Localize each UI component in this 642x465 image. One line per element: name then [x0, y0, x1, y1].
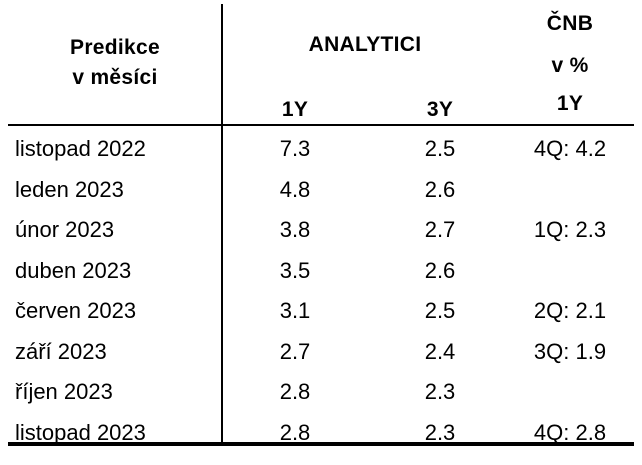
row-period: duben 2023	[15, 257, 132, 283]
row-period: listopad 2022	[15, 136, 146, 161]
header-3y: 3Y	[426, 98, 454, 121]
row-value-1y: 3.1	[279, 298, 311, 323]
row-period: leden 2023	[15, 176, 124, 202]
header-1y: 1Y	[281, 98, 309, 121]
row-value-3y: 2.7	[424, 217, 456, 242]
header-period-line2: v měsíci	[72, 66, 158, 89]
row-value-1y: 3.8	[279, 217, 311, 242]
row-value-3y: 2.3	[424, 379, 456, 404]
row-value-3y: 2.4	[424, 338, 456, 364]
header-cnb-line2: v %	[551, 54, 589, 77]
row-period: listopad 2023	[15, 419, 146, 445]
row-value-cnb: 2Q: 2.1	[533, 298, 607, 323]
row-value-cnb: 1Q: 2.3	[533, 217, 607, 242]
row-period: únor 2023	[15, 217, 115, 242]
row-value-cnb: 3Q: 1.9	[533, 338, 607, 364]
header-cnb-line1: ČNB	[546, 12, 594, 35]
row-value-3y: 2.6	[424, 176, 456, 202]
header-cnb-line3: 1Y	[556, 92, 584, 115]
row-value-cnb: 4Q: 2.8	[533, 419, 607, 445]
header-divider	[8, 124, 634, 126]
row-value-1y: 7.3	[279, 136, 311, 161]
row-value-3y: 2.5	[424, 136, 456, 161]
row-period: září 2023	[15, 338, 107, 364]
vertical-divider	[221, 4, 223, 446]
row-value-1y: 2.7	[279, 338, 311, 364]
row-value-3y: 2.5	[424, 298, 456, 323]
header-period-line1: Predikce	[70, 36, 160, 59]
row-value-cnb: 4Q: 4.2	[533, 136, 607, 161]
row-value-3y: 2.3	[424, 419, 456, 445]
row-value-1y: 2.8	[279, 419, 311, 445]
row-value-3y: 2.6	[424, 257, 456, 283]
header-analytici: ANALYTICI	[308, 33, 422, 56]
row-value-1y: 3.5	[279, 257, 311, 283]
bottom-rule	[8, 442, 634, 446]
row-period: říjen 2023	[15, 379, 113, 404]
row-period: červen 2023	[15, 298, 137, 323]
row-value-1y: 4.8	[279, 176, 311, 202]
row-value-1y: 2.8	[279, 379, 311, 404]
